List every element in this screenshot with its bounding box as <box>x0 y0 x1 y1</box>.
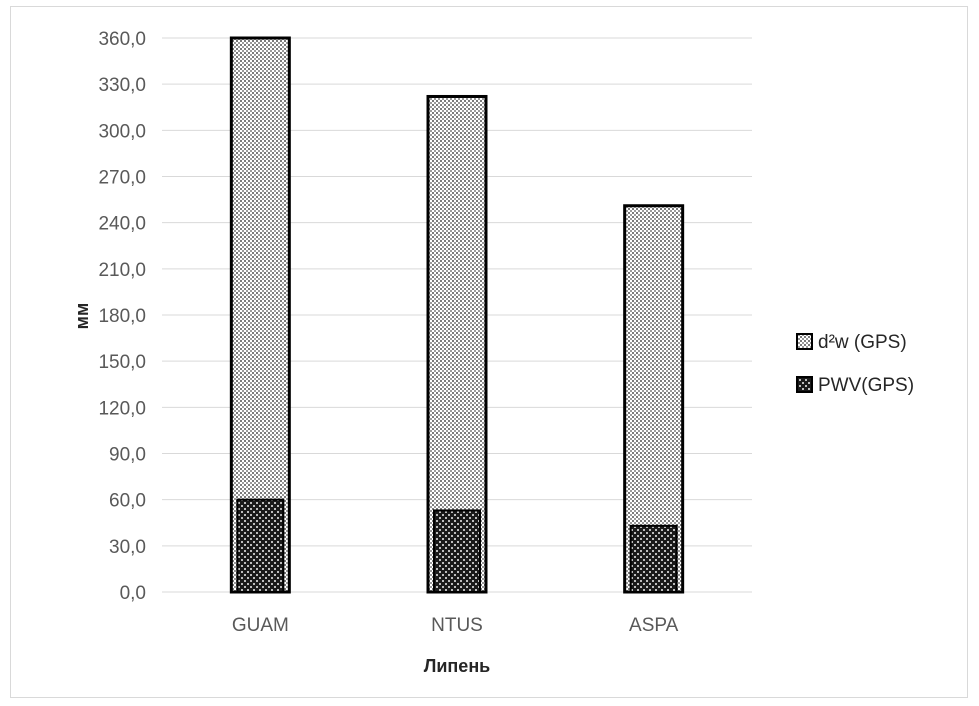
y-tick-label: 120,0 <box>98 398 146 419</box>
legend-swatch <box>796 333 813 350</box>
y-tick-label: 210,0 <box>98 260 146 281</box>
y-tick-label: 150,0 <box>98 352 146 373</box>
chart-frame <box>10 6 968 698</box>
y-tick-label: 330,0 <box>98 75 146 96</box>
y-tick-label: 240,0 <box>98 214 146 235</box>
legend-label: PWV(GPS) <box>818 375 914 396</box>
legend: d²w (GPS) PWV(GPS) <box>796 332 914 396</box>
y-tick-label: 180,0 <box>98 306 146 327</box>
bar-pwv-aspa <box>629 524 678 593</box>
y-tick-label: 360,0 <box>98 29 146 50</box>
legend-swatch <box>796 376 813 393</box>
y-tick-label: 300,0 <box>98 121 146 142</box>
y-tick-label: 60,0 <box>109 491 146 512</box>
legend-label: d²w (GPS) <box>818 332 907 353</box>
x-axis-title: Липень <box>424 656 491 676</box>
x-category-label: NTUS <box>431 615 483 636</box>
y-tick-label: 0,0 <box>120 583 146 604</box>
y-tick-label: 90,0 <box>109 445 146 466</box>
bars <box>229 36 685 594</box>
bar-pwv-guam <box>236 498 285 593</box>
x-category-label: GUAM <box>232 615 289 636</box>
y-axis-title: мм <box>72 303 92 330</box>
y-tick-label: 30,0 <box>109 537 146 558</box>
y-tick-label: 270,0 <box>98 168 146 189</box>
y-tick-labels: 0,0 30,0 60,0 90,0 120,0 150,0 180,0 210,0 240,0… <box>98 29 146 604</box>
bar-pwv-ntus <box>433 509 481 594</box>
x-category-labels: GUAM NTUS ASPA <box>232 615 679 636</box>
x-category-label: ASPA <box>629 615 679 636</box>
